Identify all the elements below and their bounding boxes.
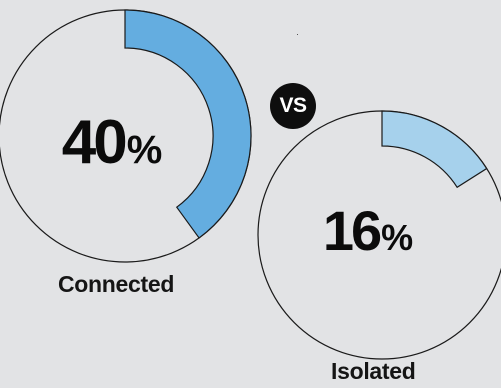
connected-value-label: 40% xyxy=(62,108,163,177)
connected-value-arc xyxy=(125,10,251,238)
isolated-value-label: 16% xyxy=(323,199,413,262)
connected-value-number: 40 xyxy=(62,108,125,177)
isolated-percent-sign: % xyxy=(381,217,413,258)
connected-label: Connected xyxy=(58,271,174,298)
connected-percent-sign: % xyxy=(127,128,163,172)
isolated-label: Isolated xyxy=(331,358,416,385)
vs-badge: VS xyxy=(270,83,316,129)
isolated-value-arc xyxy=(382,111,487,187)
stray-dot xyxy=(297,34,298,35)
isolated-value-number: 16 xyxy=(323,199,381,262)
